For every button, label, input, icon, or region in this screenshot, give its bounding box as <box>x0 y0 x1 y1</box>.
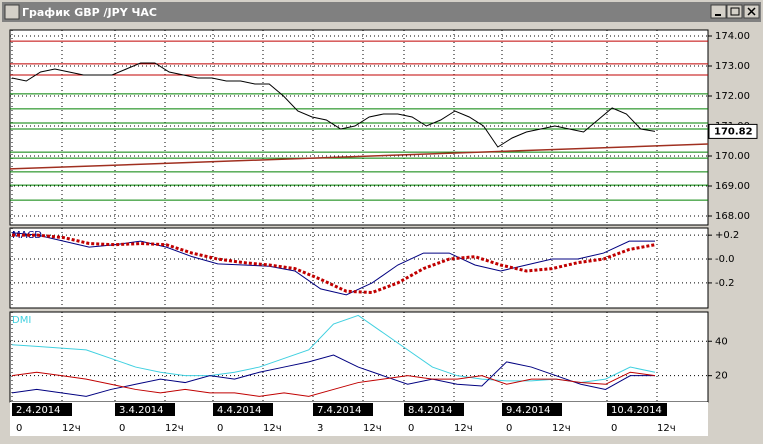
date-box <box>213 403 273 416</box>
hour-label: 3 <box>317 423 323 434</box>
date-label: 2.4.2014 <box>16 405 61 416</box>
hour-label: 0 <box>119 423 125 434</box>
series-line <box>11 371 656 397</box>
y-tick-label: -0.2 <box>715 278 735 289</box>
date-label: 10.4.2014 <box>611 405 662 416</box>
hour-label: 0 <box>16 423 22 434</box>
series-line <box>11 354 655 397</box>
window-title: График GBP /JPY ЧАС <box>22 6 157 19</box>
maximize-button[interactable] <box>726 4 743 19</box>
series-line <box>12 233 656 294</box>
date-box <box>313 403 373 416</box>
hour-label: 12ч <box>454 423 473 434</box>
date-box <box>404 403 464 416</box>
title-bar <box>2 2 761 22</box>
minimize-button[interactable] <box>710 4 727 19</box>
date-label: 7.4.2014 <box>317 405 362 416</box>
series-line <box>11 314 656 384</box>
hour-label: 0 <box>408 423 414 434</box>
date-label: 9.4.2014 <box>506 405 551 416</box>
hour-label: 0 <box>506 423 512 434</box>
hour-label: 0 <box>611 423 617 434</box>
date-box <box>115 403 175 416</box>
hour-label: 0 <box>217 423 223 434</box>
y-tick-label: 20 <box>715 371 728 382</box>
date-box <box>502 403 562 416</box>
date-box <box>12 403 72 416</box>
hour-label: 12ч <box>657 423 676 434</box>
date-label: 3.4.2014 <box>119 405 164 416</box>
y-tick-label: 173.00 <box>715 61 750 72</box>
y-tick-label: 169.00 <box>715 181 750 192</box>
date-box <box>607 403 667 416</box>
date-label: 4.4.2014 <box>217 405 262 416</box>
trend-line <box>9 143 709 170</box>
y-tick-label: -0.0 <box>715 254 735 265</box>
y-tick-label: 174.00 <box>715 31 750 42</box>
hour-label: 12ч <box>62 423 81 434</box>
hour-label: 12ч <box>552 423 571 434</box>
current-price-box <box>708 123 758 139</box>
series-line <box>11 62 656 148</box>
window-icon <box>4 4 20 20</box>
current-price-label: 170.82 <box>714 126 753 137</box>
y-tick-label: 172.00 <box>715 91 750 102</box>
y-tick-label: 170.00 <box>715 151 750 162</box>
hour-label: 12ч <box>263 423 282 434</box>
maximize-icon <box>730 7 740 16</box>
y-tick-label: +0.2 <box>715 230 739 241</box>
hour-label: 12ч <box>363 423 382 434</box>
macd-panel <box>9 227 709 309</box>
panel-title: DMI <box>12 315 31 326</box>
y-tick-label: 168.00 <box>715 211 750 222</box>
price-panel <box>9 29 709 226</box>
close-icon <box>747 7 756 16</box>
y-tick-label: 40 <box>715 336 728 347</box>
series-line <box>11 232 655 296</box>
hour-label: 12ч <box>165 423 184 434</box>
date-label: 8.4.2014 <box>408 405 453 416</box>
